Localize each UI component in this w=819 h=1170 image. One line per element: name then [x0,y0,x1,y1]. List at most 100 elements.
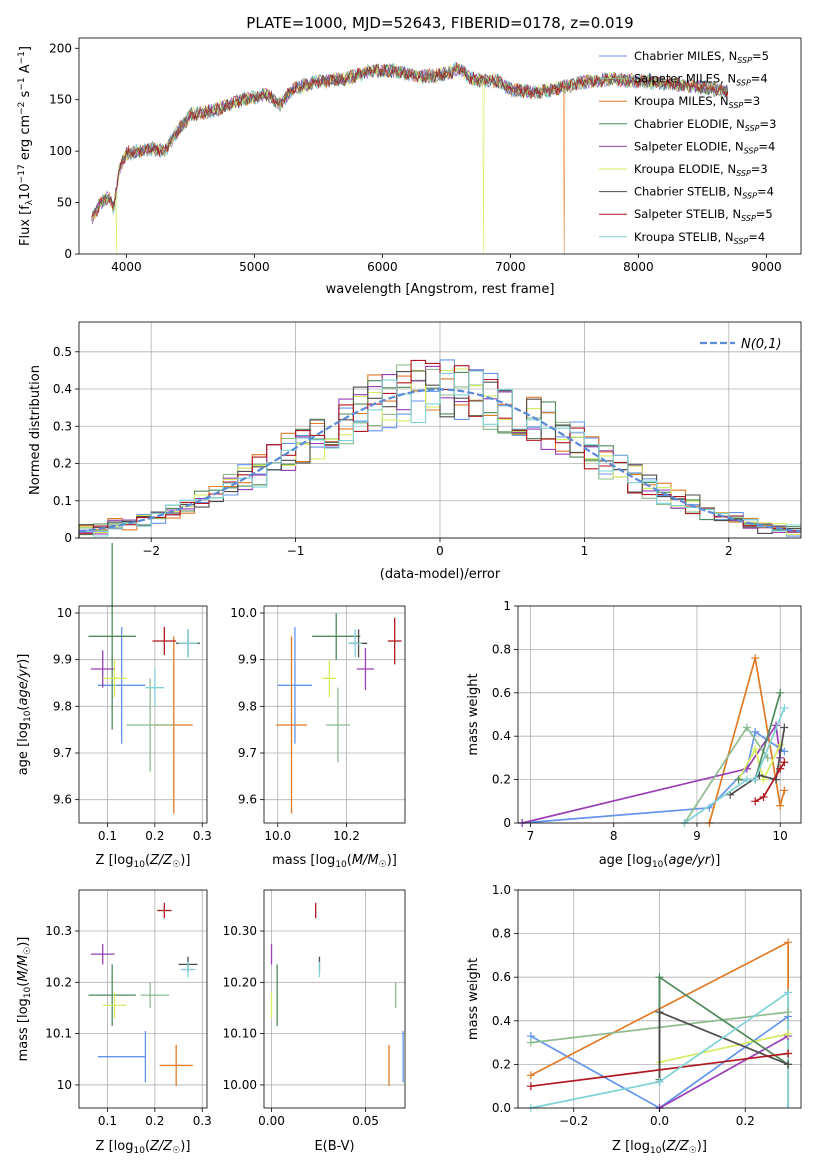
weight-marker [742,723,751,732]
weight-marker [776,801,785,810]
panel-weight_vs_Z: −0.2 0.0 0.2 0.0 0.2 0.4 0.6 0.8 1.0 Z [log10(Z/Z… [466,883,802,1156]
weight-marker [526,1071,535,1080]
weight-line [659,1033,789,1064]
y-tick-label: 1.0 [492,883,511,897]
weight-marker [776,764,785,773]
axes-frame [517,605,802,824]
weight-marker [734,775,743,784]
y-tick-label: 0.8 [492,642,511,656]
weight-line [708,657,786,824]
plot-area [264,890,405,1108]
legend-entry: Chabrier MILES, NSSP=5 [634,49,769,65]
axes-frame [263,605,406,824]
plot-area [78,322,802,539]
legend-entry: Kroupa STELIB, NSSP=4 [634,230,765,246]
y-tick-label: 10.30 [223,924,257,938]
panel-age_vs_mass: 10.0 10.2 9.6 9.7 9.8 9.9 10.0 mass [log10(M/M☉… [230,605,406,870]
weight-marker [780,758,789,767]
y-tick-label: 0.4 [492,1014,511,1028]
x-tick-label: 0.00 [258,1114,285,1128]
weight-marker [526,1038,535,1047]
panel-mass_vs_ebv: 0.00 0.05 10.00 10.10 10.20 10.30 E(B-V) [223,889,406,1154]
y-tick-label: 9.9 [238,653,257,667]
spectrum-line [91,62,729,255]
histogram-step [78,370,801,538]
legend: Chabrier MILES, NSSP=5 Salpeter MILES, NS… [599,49,776,246]
y-tick-label: 9.9 [53,653,72,667]
x-tick-label: 0.05 [352,1114,379,1128]
x-tick-label: 8 [610,829,618,843]
x-axis-label: E(B-V) [314,1139,354,1154]
legend-entry: Salpeter ELODIE, NSSP=4 [634,139,775,155]
legend-entry: Chabrier STELIB, NSSP=4 [634,185,774,201]
y-tick-label: 10.3 [45,924,72,938]
weight-marker [526,1082,535,1091]
panel-spectrum: 4000 5000 6000 7000 8000 9000 0 50 100 150 200 wave… [17,37,802,297]
y-tick-label: 150 [49,93,72,107]
y-tick-label: 0 [64,247,72,261]
legend-entry: Kroupa ELODIE, NSSP=3 [634,162,768,178]
x-tick-label: 0.1 [98,1114,117,1128]
spectrum-line [91,63,729,222]
x-tick-label: 7000 [495,260,526,274]
y-axis-label: Flux [fλ10−17 erg cm−2 s−1 A−1] [17,46,35,246]
spectrum-line [91,63,729,225]
weight-marker [780,747,789,756]
x-axis-label: age [log10(age/yr)] [599,853,721,870]
y-tick-label: 10.2 [45,975,72,989]
weight-marker [751,797,760,806]
y-tick-label: 0.2 [53,457,72,471]
x-tick-label: 0.2 [145,829,164,843]
y-axis-label: mass [log10(M/M☉)] [16,937,33,1062]
y-tick-label: 10 [57,1078,72,1092]
weight-marker [784,1049,793,1058]
weight-marker [751,775,760,784]
y-tick-label: 10.20 [223,975,257,989]
weight-marker [751,727,760,736]
weight-marker [776,688,785,697]
weight-marker [655,973,664,982]
x-tick-label: −2 [142,544,160,558]
weight-line [522,730,785,824]
y-tick-label: 1 [503,599,511,613]
y-axis-label: age [log10(age/yr)] [16,654,33,776]
plot-area [518,889,801,1112]
weight-marker [784,988,793,997]
histogram-step [78,359,801,538]
x-axis-label: wavelength [Angstrom, rest frame] [326,282,555,297]
weight-marker [780,723,789,732]
weight-line [729,727,786,796]
panel-mass_vs_Z: 0.1 0.2 0.3 10 10.1 10.2 10.3 Z [log10(Z/Z☉)] ma… [16,889,212,1156]
x-tick-label: 10 [773,829,788,843]
x-axis-label: Z [log10(Z/Z☉)] [96,1139,191,1156]
y-axis-label: Normed distribution [28,365,43,495]
legend-entry: Kroupa MILES, NSSP=3 [634,94,760,110]
x-axis-label: (data-model)/error [380,567,501,582]
y-tick-label: 200 [49,41,72,55]
y-tick-label: 0.2 [492,1057,511,1071]
x-tick-label: 10.2 [333,829,360,843]
x-tick-label: 9 [693,829,701,843]
legend-entry: N(0,1) [741,337,782,352]
legend-entry: Chabrier ELODIE, NSSP=3 [634,117,776,133]
weight-marker [784,938,793,947]
y-tick-label: 50 [57,196,72,210]
spectrum-line [91,61,729,219]
y-tick-label: 9.7 [238,746,257,760]
weight-marker [751,654,760,663]
weight-marker [763,753,772,762]
panel-weight_vs_age: 7 8 9 10 0 0.2 0.4 0.6 0.8 1 age [log10(age/yr)] ma… [466,599,802,870]
weight-marker [780,786,789,795]
y-tick-label: 0 [503,816,511,830]
spectrum-line [91,63,729,219]
axes-frame [78,37,802,255]
plot-area [518,605,801,827]
x-tick-label: 10.0 [264,829,291,843]
y-tick-label: 0.0 [492,1101,511,1115]
axes-frame [263,889,406,1109]
weight-line [684,707,786,824]
y-tick-label: 9.8 [53,699,72,713]
x-tick-label: 0.2 [145,1114,164,1128]
x-tick-label: 0.3 [193,829,212,843]
